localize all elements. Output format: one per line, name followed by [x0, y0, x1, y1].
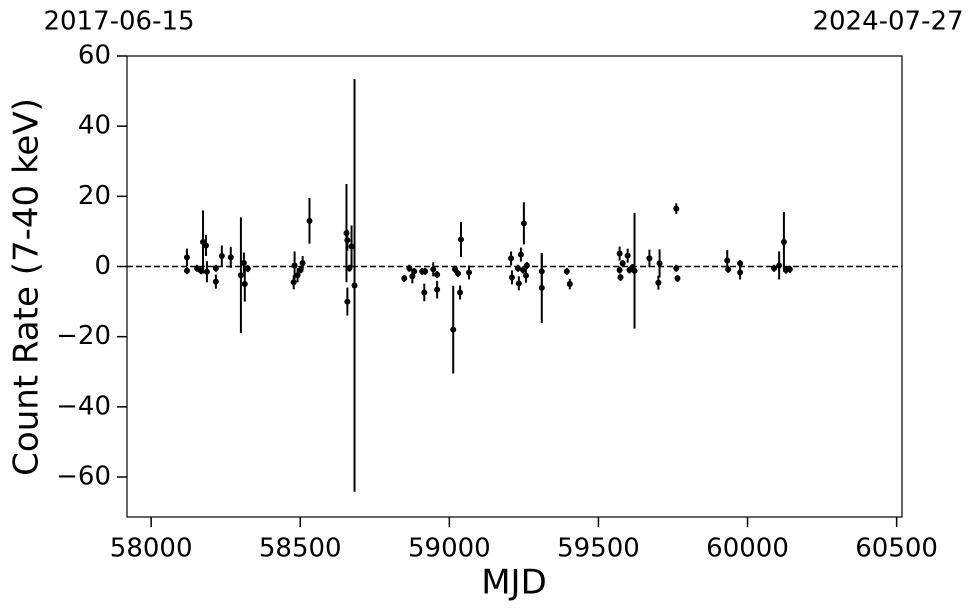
- data-point: [212, 265, 219, 272]
- data-point: [421, 289, 428, 296]
- y-tick-label: −20: [56, 321, 111, 351]
- data-point: [203, 268, 210, 275]
- data-point: [786, 266, 793, 273]
- x-tick-label: 58000: [110, 534, 193, 564]
- data-point: [737, 269, 744, 276]
- data-point: [406, 265, 413, 272]
- top-axis-label: 2017-06-15: [43, 7, 194, 37]
- data-point: [725, 266, 732, 273]
- data-point: [624, 252, 631, 259]
- data-point: [218, 252, 225, 259]
- data-point: [452, 266, 459, 273]
- plot-frame: [126, 55, 903, 518]
- y-tick-label: 60: [78, 41, 111, 71]
- data-point: [508, 255, 515, 262]
- data-point: [617, 274, 624, 281]
- data-point: [244, 265, 251, 272]
- y-axis-label: Count Rate (7-40 keV): [7, 98, 47, 476]
- data-point: [673, 205, 680, 212]
- data-point: [724, 257, 731, 264]
- data-point: [203, 242, 210, 249]
- data-point: [183, 254, 190, 261]
- data-point: [619, 260, 626, 267]
- data-point: [674, 275, 681, 282]
- data-point: [616, 250, 623, 257]
- data-point: [240, 259, 247, 266]
- data-point: [351, 282, 358, 289]
- data-point: [422, 268, 429, 275]
- data-point: [776, 262, 783, 269]
- data-point: [523, 262, 530, 269]
- data-point: [306, 217, 313, 224]
- data-point: [290, 279, 297, 286]
- x-tick-label: 60500: [855, 534, 938, 564]
- data-point: [457, 289, 464, 296]
- data-point: [616, 267, 623, 274]
- y-tick-label: 20: [78, 181, 111, 211]
- data-point: [294, 272, 301, 279]
- data-point: [631, 267, 638, 274]
- x-axis-label: MJD: [481, 563, 547, 603]
- top-axis-label: 2024-07-27: [812, 7, 963, 37]
- data-point: [563, 268, 570, 275]
- x-tick-label: 59500: [557, 534, 640, 564]
- data-point: [434, 271, 441, 278]
- data-point: [515, 280, 522, 287]
- data-point: [241, 281, 248, 288]
- data-point: [538, 268, 545, 275]
- x-tick-label: 58500: [259, 534, 342, 564]
- data-point: [454, 270, 461, 277]
- data-point: [183, 267, 190, 274]
- data-point: [737, 260, 744, 267]
- data-point: [519, 267, 526, 274]
- data-point: [520, 220, 527, 227]
- data-point: [430, 266, 437, 273]
- y-tick-label: 0: [94, 251, 111, 281]
- data-point: [401, 275, 408, 282]
- data-point: [514, 265, 521, 272]
- data-point: [344, 237, 351, 244]
- data-point: [655, 279, 662, 286]
- data-point: [344, 298, 351, 305]
- data-point: [237, 272, 244, 279]
- data-point: [771, 265, 778, 272]
- data-point: [522, 272, 529, 279]
- x-tick-label: 59000: [408, 534, 491, 564]
- data-point: [466, 269, 473, 276]
- data-point: [212, 278, 219, 285]
- x-tick-label: 60000: [706, 534, 789, 564]
- data-point: [517, 251, 524, 258]
- data-point: [434, 286, 441, 293]
- data-point: [566, 281, 573, 288]
- data-point: [508, 274, 515, 281]
- data-point: [291, 262, 298, 269]
- y-tick-label: −60: [56, 462, 111, 492]
- data-point: [450, 326, 457, 333]
- y-tick-label: 40: [78, 111, 111, 141]
- data-point: [656, 260, 663, 267]
- data-point: [673, 265, 680, 272]
- y-tick-label: −40: [56, 391, 111, 421]
- data-point: [646, 255, 653, 262]
- data-point: [457, 236, 464, 243]
- data-point: [299, 259, 306, 266]
- data-point: [780, 238, 787, 245]
- data-point: [227, 254, 234, 261]
- data-point: [411, 268, 418, 275]
- data-point: [348, 243, 355, 250]
